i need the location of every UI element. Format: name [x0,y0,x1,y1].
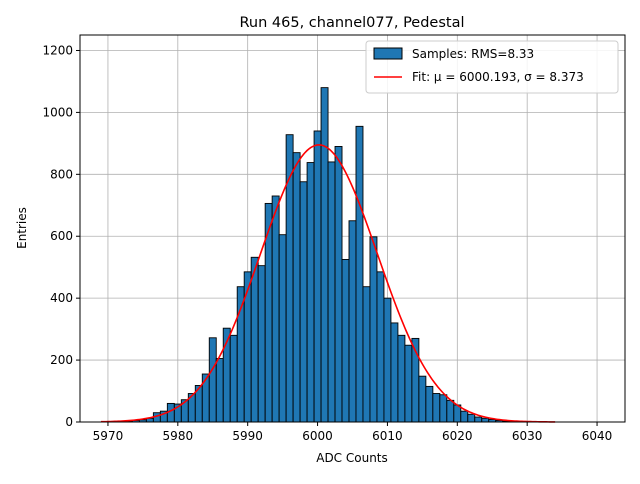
y-tick-label: 400 [50,291,73,305]
y-tick-label: 0 [65,415,73,429]
histogram-bar [405,345,412,422]
histogram-bar [272,196,279,422]
x-tick-label: 6020 [442,429,473,443]
histogram-bar [468,414,475,422]
x-axis-label: ADC Counts [316,451,388,465]
y-tick-label: 200 [50,353,73,367]
histogram-bar [328,162,335,422]
histogram-bars [104,88,530,422]
histogram-bar [335,146,342,422]
histogram-bar [293,153,300,422]
histogram-bar [209,338,216,422]
histogram-bar [384,298,391,422]
legend-swatch-samples [374,48,402,59]
x-tick-label: 6030 [512,429,543,443]
histogram-bar [426,386,433,422]
x-tick-label: 6000 [302,429,333,443]
histogram-bar [356,126,363,422]
x-tick-label: 5990 [232,429,263,443]
x-tick-label: 5980 [163,429,194,443]
histogram-bar [377,272,384,422]
x-tick-label: 6010 [372,429,403,443]
y-tick-label: 1200 [42,43,73,57]
histogram-bar [433,394,440,422]
histogram-bar [363,287,370,422]
histogram-bar [216,359,223,422]
histogram-bar [447,400,454,422]
histogram-bar [440,395,447,422]
chart-title: Run 465, channel077, Pedestal [239,15,464,31]
histogram-bar [314,131,321,422]
y-axis-label: Entries [15,207,29,249]
histogram-bar [307,163,314,422]
x-tick-label: 5970 [93,429,124,443]
legend: Samples: RMS=8.33 Fit: μ = 6000.193, σ =… [366,41,618,93]
histogram-bar [419,376,426,422]
histogram-bar [300,182,307,422]
histogram-bar [475,417,482,422]
x-tick-label: 6040 [582,429,613,443]
y-tick-label: 1000 [42,105,73,119]
y-axis-ticks: 0 200 400 600 800 1000 1200 [42,43,80,429]
histogram-bar [321,88,328,422]
histogram-bar [398,335,405,422]
histogram-bar [202,374,209,422]
histogram-bar [349,221,356,422]
histogram-bar [258,266,265,422]
histogram-bar [391,323,398,422]
histogram-bar [370,237,377,422]
histogram-bar [251,257,258,422]
histogram-bar [230,335,237,422]
x-axis-ticks: 5970 5980 5990 6000 6010 6020 6030 6040 [93,422,613,443]
histogram-bar [482,418,489,422]
y-tick-label: 800 [50,167,73,181]
legend-label-samples: Samples: RMS=8.33 [412,47,534,61]
histogram-bar [342,259,349,422]
histogram-bar [279,235,286,422]
legend-label-fit: Fit: μ = 6000.193, σ = 8.373 [412,70,584,84]
histogram-bar [461,411,468,422]
y-tick-label: 600 [50,229,73,243]
